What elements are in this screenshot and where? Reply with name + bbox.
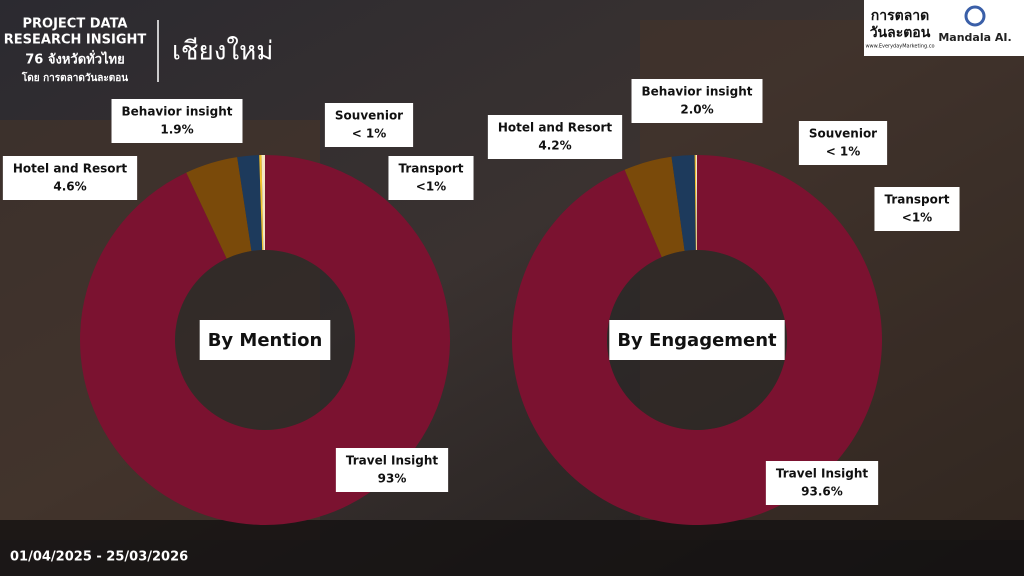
donut-slice	[259, 155, 264, 251]
slice-label: Hotel and Resort	[498, 121, 613, 135]
slice-value: 2.0%	[680, 103, 713, 117]
donut-slice	[79, 155, 450, 525]
donut-slice	[694, 155, 697, 251]
donut-slice	[512, 155, 883, 526]
province: เชียงใหม่	[172, 37, 273, 67]
logo: วันละตอน	[870, 25, 931, 41]
donut-slice	[671, 155, 696, 251]
logo: การตลาด	[871, 8, 929, 24]
slice-value: <1%	[416, 180, 446, 194]
label-box	[2, 156, 138, 200]
label-box	[765, 461, 879, 505]
header-text: โดย การตลาดวันละตอน	[21, 71, 128, 84]
slice-value: 93%	[378, 472, 407, 486]
chart-title: By Engagement	[617, 330, 777, 351]
slice-value: 1.9%	[160, 123, 193, 137]
logo-url: www.EverydayMarketing.co	[865, 44, 934, 50]
donut-slice	[261, 155, 265, 251]
slice-label: Travel Insight	[346, 454, 439, 468]
label-box	[874, 187, 960, 231]
ground	[0, 520, 1024, 576]
chart-title: By Mention	[208, 330, 323, 351]
title-box	[199, 320, 331, 360]
label-box	[388, 156, 474, 200]
header-text: RESEARCH INSIGHT	[4, 33, 147, 48]
logo-box	[864, 0, 1024, 56]
partner-icon	[964, 5, 986, 27]
donut-slice	[624, 156, 685, 258]
partner: Mandala AI.	[938, 31, 1011, 44]
label-box	[111, 99, 243, 143]
slice-label: Hotel and Resort	[13, 162, 128, 176]
header: PROJECT DATA RESEARCH INSIGHT 76 จังหวัด…	[4, 17, 147, 85]
slice-value: < 1%	[826, 145, 861, 159]
label-box	[487, 115, 623, 159]
date-range: 01/04/2025 - 25/03/2026	[10, 550, 188, 565]
slice-value: < 1%	[352, 127, 387, 141]
title-box	[609, 320, 785, 360]
slice-label: Behavior insight	[642, 85, 753, 99]
slice-value: <1%	[902, 211, 932, 225]
slice-value: 4.2%	[538, 139, 571, 153]
slice-label: Travel Insight	[776, 467, 869, 481]
header-text: 76 จังหวัดทั่วไทย	[25, 50, 125, 68]
label-box	[631, 79, 763, 123]
slice-label: Transport	[398, 162, 463, 176]
header-text: PROJECT DATA	[22, 17, 127, 32]
slice-value: 4.6%	[53, 180, 86, 194]
label-box	[335, 448, 449, 492]
donut-slice	[186, 157, 252, 259]
label-box	[324, 103, 414, 147]
slice-label: Souvenior	[335, 109, 403, 123]
slice-label: Transport	[884, 193, 949, 207]
slice-label: Behavior insight	[122, 105, 233, 119]
label-box	[798, 121, 888, 165]
donut-slice	[695, 155, 697, 251]
slice-label: Souvenior	[809, 127, 877, 141]
slice-value: 93.6%	[801, 485, 843, 499]
donut-slice	[237, 155, 263, 252]
